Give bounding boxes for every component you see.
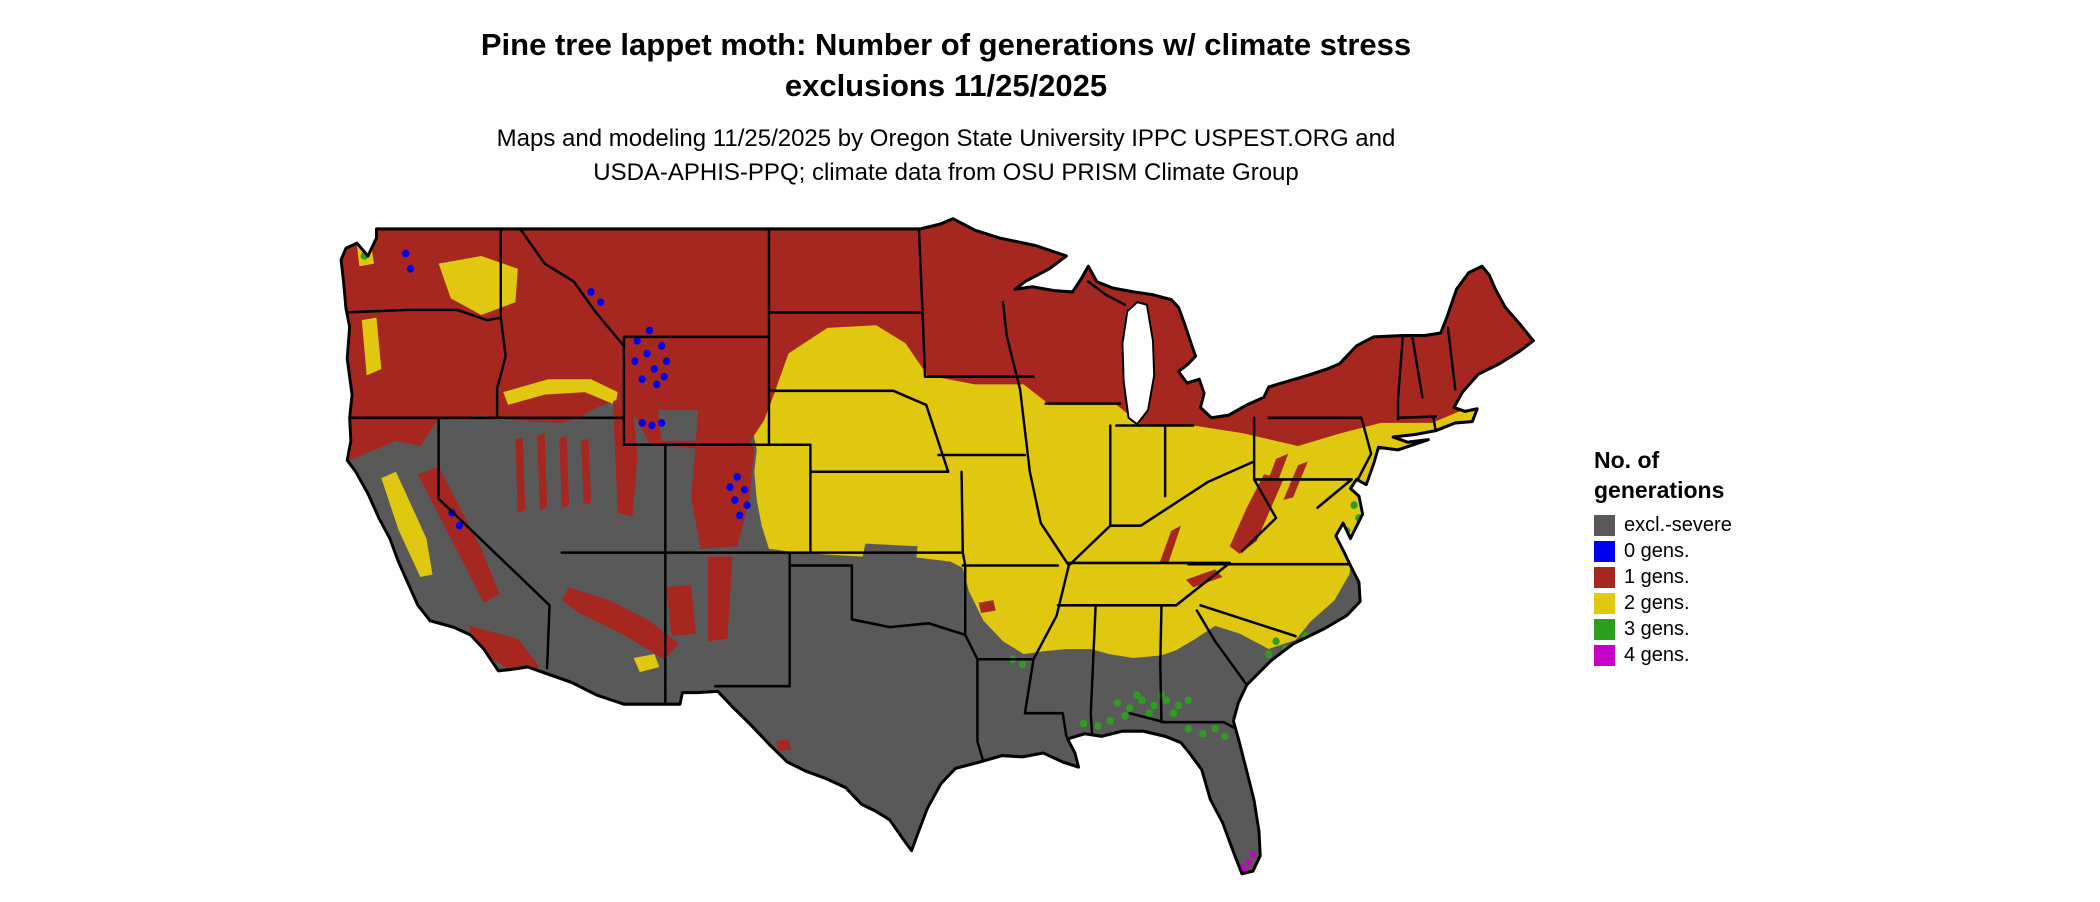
legend-swatch-0-gens (1594, 541, 1615, 562)
map-region-2-gens-overlays (356, 245, 660, 673)
legend-label-excl-severe: excl.-severe (1624, 514, 1732, 536)
legend-items: excl.-severe 0 gens. 1 gens. 2 gens. 3 g… (1594, 515, 1732, 666)
subtitle-line-2: USDA-APHIS-PPQ; climate data from OSU PR… (593, 159, 1299, 186)
legend-label-0-gens: 0 gens. (1624, 540, 1690, 562)
legend-item-0-gens: 0 gens. (1594, 541, 1732, 562)
state-borders (343, 227, 1457, 764)
map-legend: No. of generations excl.-severe 0 gens. … (1594, 445, 1732, 671)
us-generations-map (339, 217, 1535, 876)
map-region-2-gens-band (749, 312, 1534, 658)
map-region-excl-overlays (658, 410, 918, 567)
legend-title-line-2: generations (1594, 477, 1725, 503)
legend-item-4-gens: 4 gens. (1594, 645, 1732, 666)
legend-swatch-3-gens (1594, 619, 1615, 640)
legend-swatch-2-gens (1594, 593, 1615, 614)
legend-item-excl-severe: excl.-severe (1594, 515, 1732, 536)
page-title: Pine tree lappet moth: Number of generat… (0, 24, 1892, 106)
map-region-0-gens-dots (402, 249, 751, 530)
legend-item-2-gens: 2 gens. (1594, 593, 1732, 614)
legend-swatch-excl-severe (1594, 515, 1615, 536)
legend-swatch-4-gens (1594, 645, 1615, 666)
legend-label-4-gens: 4 gens. (1624, 644, 1690, 666)
subtitle-line-1: Maps and modeling 11/25/2025 by Oregon S… (496, 125, 1396, 152)
legend-item-1-gens: 1 gens. (1594, 567, 1732, 588)
map-region-1-gens-overlays (417, 394, 1308, 752)
legend-item-3-gens: 3 gens. (1594, 619, 1732, 640)
legend-label-2-gens: 2 gens. (1624, 592, 1690, 614)
title-line-1: Pine tree lappet moth: Number of generat… (480, 27, 1412, 62)
title-line-2: exclusions 11/25/2025 (784, 68, 1108, 103)
legend-title: No. of generations (1594, 445, 1732, 505)
lake-michigan (1121, 301, 1156, 426)
legend-label-1-gens: 1 gens. (1624, 566, 1690, 588)
legend-label-3-gens: 3 gens. (1624, 618, 1690, 640)
legend-title-line-1: No. of (1594, 447, 1660, 473)
page-subtitle: Maps and modeling 11/25/2025 by Oregon S… (0, 122, 1892, 190)
legend-swatch-1-gens (1594, 567, 1615, 588)
map-region-3-gens-dots (360, 252, 1363, 741)
